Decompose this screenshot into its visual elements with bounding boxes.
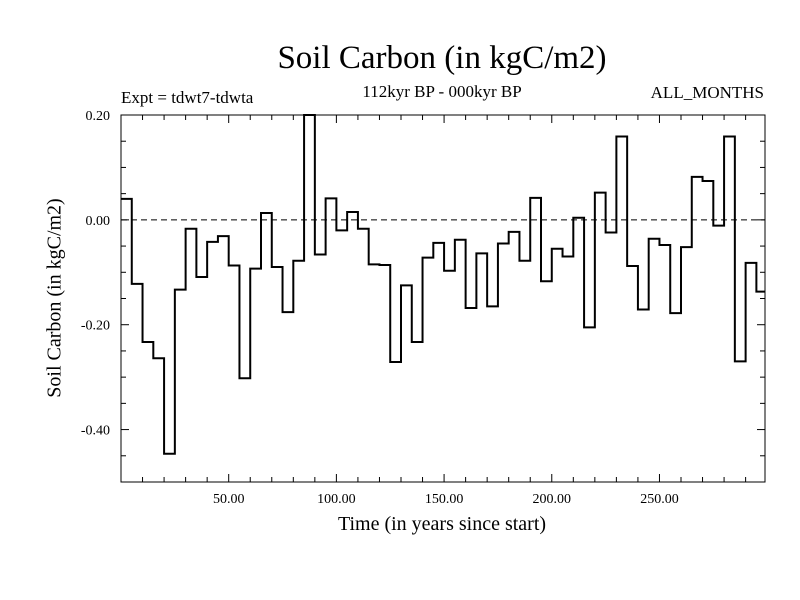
plot-frame — [120, 114, 766, 483]
y-tick-label: 0.20 — [86, 109, 111, 124]
x-axis-label: Time (in years since start) — [337, 513, 547, 535]
chart-subtitle: 112kyr BP - 000kyr BP — [362, 82, 522, 101]
series-line — [121, 114, 765, 455]
x-tick-label: 150.00 — [425, 492, 464, 507]
x-tick-label: 50.00 — [213, 492, 245, 507]
months-label: ALL_MONTHS — [650, 83, 764, 102]
experiment-label: Expt = tdwt7-tdwta — [121, 88, 254, 107]
x-tick-label: 250.00 — [640, 492, 679, 507]
chart-title: Soil Carbon (in kgC/m2) — [277, 40, 607, 76]
x-tick-label: 200.00 — [533, 492, 572, 507]
y-tick-label: -0.20 — [81, 319, 110, 334]
y-tick-label: -0.40 — [81, 424, 110, 439]
x-tick-label: 100.00 — [317, 492, 356, 507]
y-tick-label: 0.00 — [86, 214, 111, 229]
